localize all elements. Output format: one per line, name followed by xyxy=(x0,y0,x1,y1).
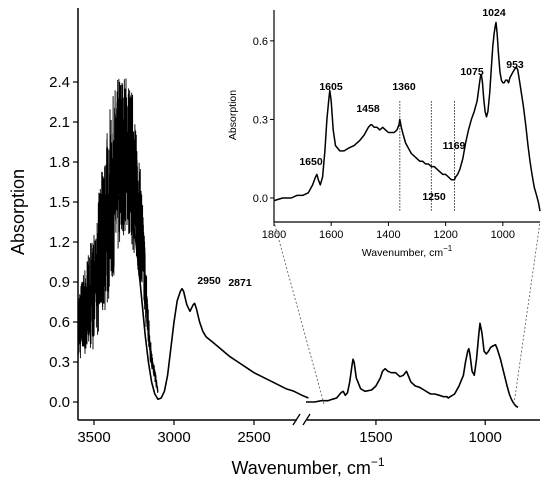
inset-y-tick-label: 0.3 xyxy=(253,114,268,126)
y-tick-label: 1.5 xyxy=(49,194,70,211)
peak-label-2950: 2950 xyxy=(197,275,221,287)
inset-x-tick-label: 1800 xyxy=(262,229,286,241)
y-tick-label: 0.3 xyxy=(49,354,70,371)
inset-x-tick-label: 1200 xyxy=(433,229,457,241)
inset-x-tick-label: 1400 xyxy=(376,229,400,241)
inset-spectrum-line xyxy=(273,21,541,212)
x-tick-label: 3000 xyxy=(157,429,190,446)
inset-peak-label-1250: 1250 xyxy=(422,191,446,203)
inset-peak-label-1169: 1169 xyxy=(443,140,466,152)
inset-plot: 0.0 0.3 0.6 1800 1600 1400 1200 1000 Wavenumber,… xyxy=(227,7,541,259)
zoom-guide-right xyxy=(513,221,541,405)
inset-peak-label-1650: 1650 xyxy=(299,156,323,168)
inset-peak-label-1024: 1024 xyxy=(482,7,506,19)
y-tick-label: 2.4 xyxy=(49,74,70,91)
axis-break-mark-left xyxy=(292,413,301,426)
inset-peak-label-953: 953 xyxy=(506,59,524,71)
inset-background xyxy=(274,10,540,222)
zoom-guide-left xyxy=(273,221,325,405)
spectrum-line-segment-2 xyxy=(306,322,519,408)
inset-y-axis-title: Absorption xyxy=(227,90,239,140)
inset-peak-label-1075: 1075 xyxy=(460,66,484,78)
inset-x-tick-label: 1600 xyxy=(319,229,343,241)
x-tick-label: 3500 xyxy=(77,429,110,446)
y-axis-title: Absorption xyxy=(8,169,28,255)
x-axis-title-superscript: −1 xyxy=(371,455,385,469)
inset-y-tick-label: 0.6 xyxy=(253,36,268,48)
x-tick-label: 1500 xyxy=(359,429,392,446)
inset-peak-label-1605: 1605 xyxy=(319,81,343,93)
y-tick-label: 2.1 xyxy=(49,114,70,131)
inset-peak-label-1458: 1458 xyxy=(356,103,380,115)
inset-x-axis-title: Wavenumber, cm−1 xyxy=(362,244,453,259)
inset-x-tick-label: 1000 xyxy=(491,229,515,241)
main-plot: 0.0 0.3 0.6 0.9 1.2 1.5 1.8 2.1 2.4 3500 3000 2500 1… xyxy=(8,8,541,478)
inset-x-axis-title-superscript: −1 xyxy=(443,244,453,253)
y-tick-label: 0.6 xyxy=(49,314,70,331)
spectrum-noise-band xyxy=(77,78,159,393)
x-axis-title: Wavenumber, cm−1 xyxy=(231,455,384,478)
y-tick-label: 1.2 xyxy=(49,234,70,251)
axis-break-mark-right xyxy=(302,413,311,426)
y-tick-label: 0.9 xyxy=(49,274,70,291)
inset-y-tick-label: 0.0 xyxy=(253,193,268,205)
y-tick-label: 0.0 xyxy=(49,394,70,411)
x-tick-label: 1000 xyxy=(469,429,502,446)
inset-peak-label-1360: 1360 xyxy=(392,81,416,93)
peak-label-2871: 2871 xyxy=(228,277,252,289)
y-tick-label: 1.8 xyxy=(49,154,70,171)
x-tick-label: 2500 xyxy=(237,429,270,446)
